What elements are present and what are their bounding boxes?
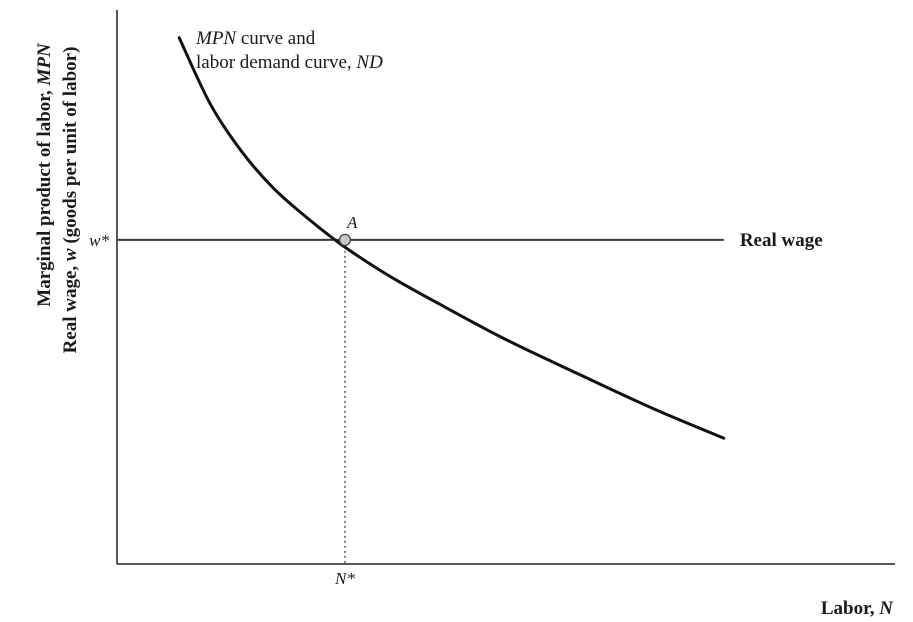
n-star-tick-label: N* — [334, 569, 355, 588]
x-axis-title: Labor, N — [821, 598, 894, 619]
mpn-curve — [177, 36, 726, 440]
mpn-curve-label-line1: MPN curve and — [195, 28, 316, 49]
y-axis-title-line2: Real wage, w (goods per unit of labor) — [60, 47, 81, 354]
w-star-tick-label: w* — [89, 231, 109, 250]
mpn-curve-label-line2: labor demand curve, ND — [196, 52, 383, 73]
y-axis-title-line1: Marginal product of labor, MPN — [34, 42, 55, 307]
point-a-label: A — [346, 213, 358, 232]
equilibrium-point — [338, 233, 352, 247]
real-wage-label: Real wage — [740, 230, 823, 251]
